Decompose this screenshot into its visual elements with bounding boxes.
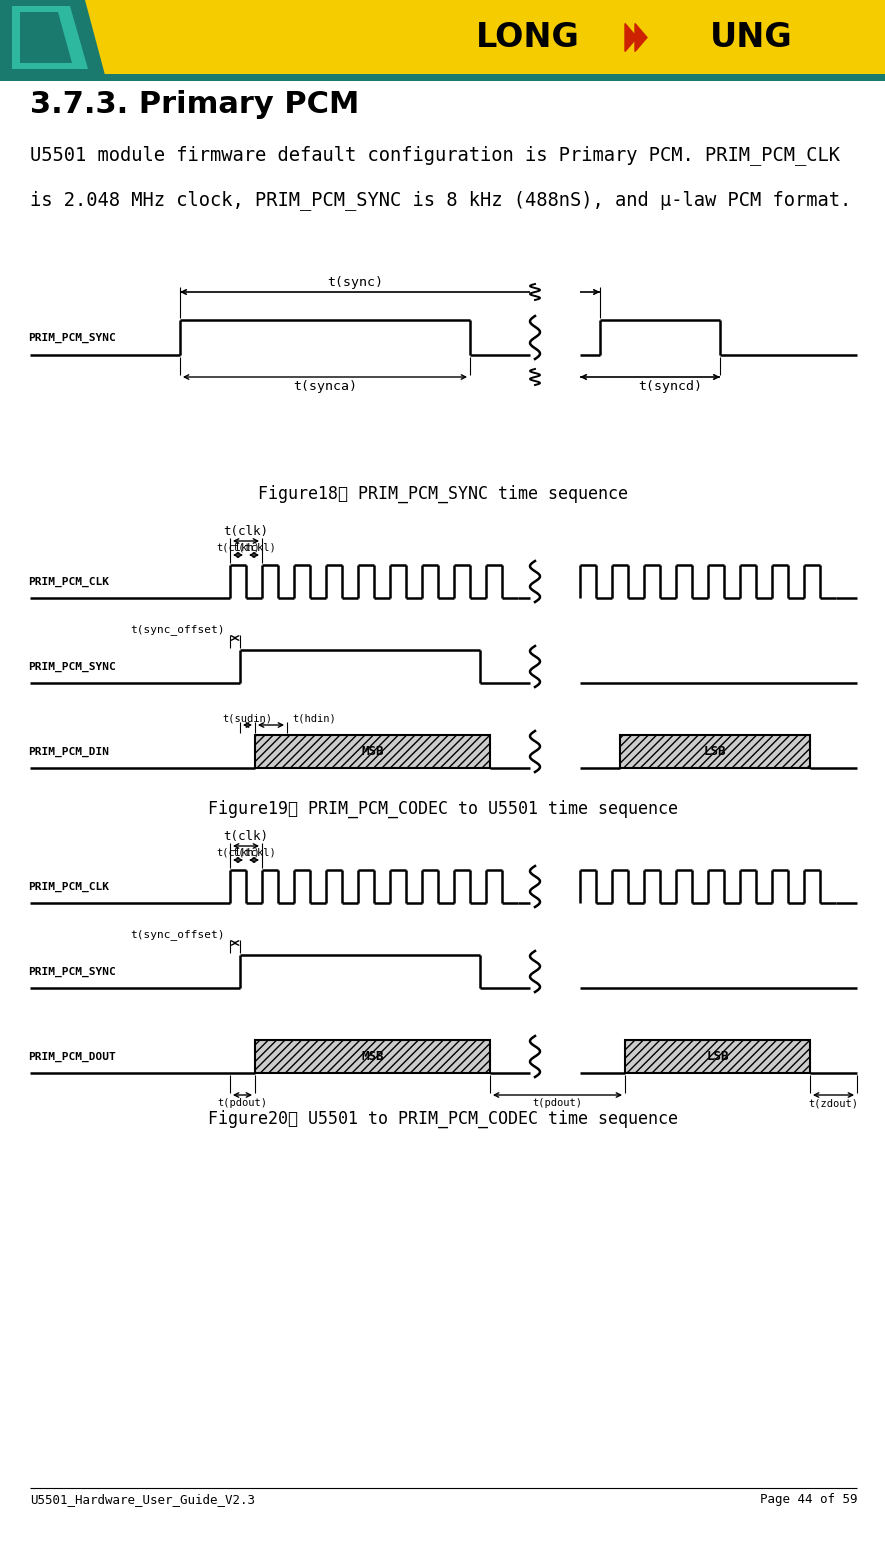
Polygon shape xyxy=(20,12,72,63)
Text: Figure18： PRIM_PCM_SYNC time sequence: Figure18： PRIM_PCM_SYNC time sequence xyxy=(258,485,627,504)
Text: t(hdin): t(hdin) xyxy=(292,713,335,723)
Bar xyxy=(0,74,885,82)
Text: PRIM_PCM_CLK: PRIM_PCM_CLK xyxy=(28,881,109,892)
Text: 3.7.3. Primary PCM: 3.7.3. Primary PCM xyxy=(30,89,359,119)
Polygon shape xyxy=(635,23,647,51)
Text: LONG: LONG xyxy=(476,22,580,54)
Text: t(sync): t(sync) xyxy=(327,276,383,290)
Text: t(syncd): t(syncd) xyxy=(638,381,702,393)
Bar xyxy=(625,1040,810,1073)
Text: PRIM_PCM_DOUT: PRIM_PCM_DOUT xyxy=(28,1051,116,1062)
Text: LSB: LSB xyxy=(706,1049,728,1063)
Text: t(tckl): t(tckl) xyxy=(232,542,276,552)
Text: MSB: MSB xyxy=(361,744,384,758)
Text: t(sync_offset): t(sync_offset) xyxy=(130,624,225,635)
Text: t(sudin): t(sudin) xyxy=(222,713,273,723)
Text: U5501 module firmware default configuration is Primary PCM. PRIM_PCM_CLK: U5501 module firmware default configurat… xyxy=(30,145,840,165)
Text: t(zdout): t(zdout) xyxy=(809,1099,858,1108)
Text: PRIM_PCM_CLK: PRIM_PCM_CLK xyxy=(28,576,109,587)
Text: t(pdout): t(pdout) xyxy=(218,1099,267,1108)
Text: PRIM_PCM_SYNC: PRIM_PCM_SYNC xyxy=(28,661,116,672)
Bar xyxy=(255,735,490,767)
Text: Figure20： U5501 to PRIM_PCM_CODEC time sequence: Figure20： U5501 to PRIM_PCM_CODEC time s… xyxy=(207,1110,678,1128)
Text: t(sync_offset): t(sync_offset) xyxy=(130,929,225,940)
Text: t(tckl): t(tckl) xyxy=(232,848,276,857)
Text: t(clk): t(clk) xyxy=(224,525,268,538)
Text: t(pdout): t(pdout) xyxy=(533,1099,582,1108)
Polygon shape xyxy=(12,6,88,69)
Text: PRIM_PCM_SYNC: PRIM_PCM_SYNC xyxy=(28,333,116,342)
Text: t(clkh): t(clkh) xyxy=(216,848,260,857)
Text: t(clkh): t(clkh) xyxy=(216,542,260,552)
Bar xyxy=(0,0,885,76)
Text: Page 44 of 59: Page 44 of 59 xyxy=(759,1493,857,1507)
Polygon shape xyxy=(0,0,105,76)
Text: t(clk): t(clk) xyxy=(224,831,268,843)
Text: LSB: LSB xyxy=(704,744,727,758)
Text: Figure19： PRIM_PCM_CODEC to U5501 time sequence: Figure19： PRIM_PCM_CODEC to U5501 time s… xyxy=(207,800,678,818)
Bar xyxy=(255,1040,490,1073)
Text: t(synca): t(synca) xyxy=(293,381,357,393)
Text: is 2.048 MHz clock, PRIM_PCM_SYNC is 8 kHz (488nS), and μ-law PCM format.: is 2.048 MHz clock, PRIM_PCM_SYNC is 8 k… xyxy=(30,190,851,210)
Text: UNG: UNG xyxy=(710,22,793,54)
Text: PRIM_PCM_SYNC: PRIM_PCM_SYNC xyxy=(28,966,116,977)
Text: MSB: MSB xyxy=(361,1049,384,1063)
Bar xyxy=(620,735,810,767)
Polygon shape xyxy=(625,23,637,51)
Text: U5501_Hardware_User_Guide_V2.3: U5501_Hardware_User_Guide_V2.3 xyxy=(30,1493,255,1507)
Text: PRIM_PCM_DIN: PRIM_PCM_DIN xyxy=(28,746,109,757)
